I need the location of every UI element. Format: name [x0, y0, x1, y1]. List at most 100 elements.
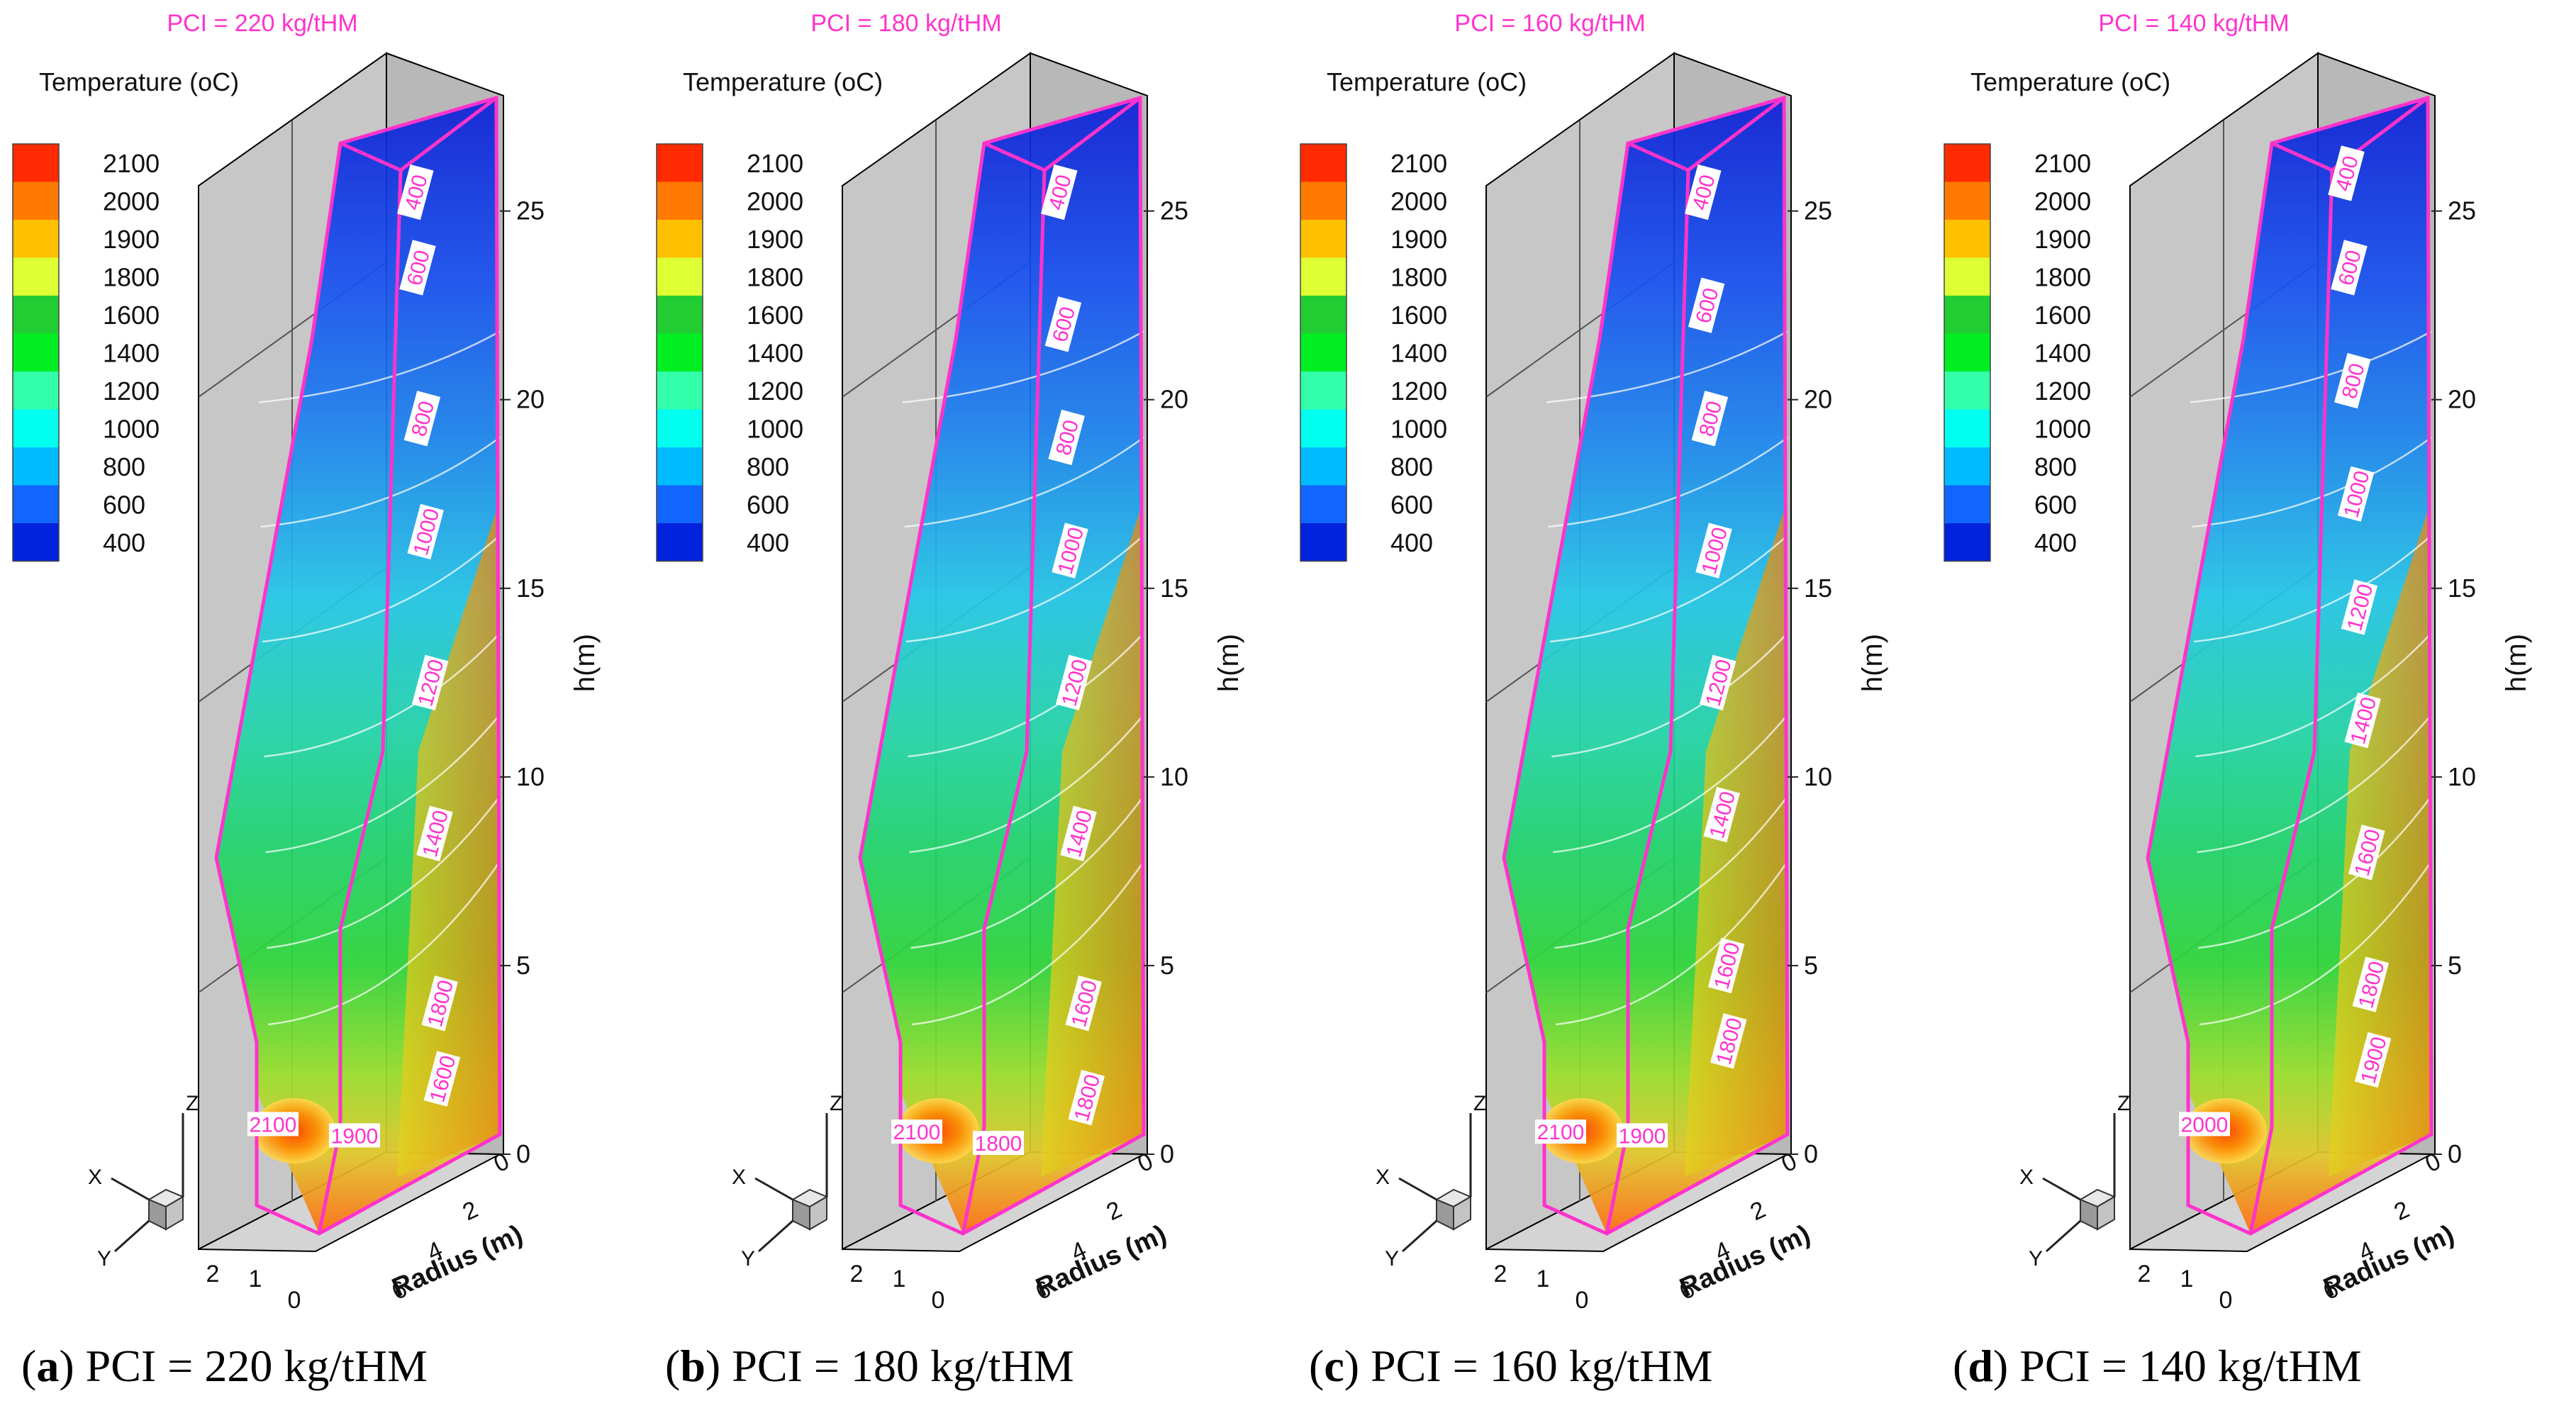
- colorbar-level-label: 400: [2034, 528, 2077, 557]
- contour-label: 1800: [973, 1131, 1024, 1156]
- colorbar-swatch: [1944, 485, 1990, 523]
- z-tick-label: 15: [2448, 574, 2476, 603]
- y-tick-label: 0: [1576, 1287, 1589, 1314]
- contour-label-bg: [329, 1123, 380, 1148]
- colorbar-level-label: 2000: [1390, 187, 1447, 216]
- contour-label-bg: [1710, 1013, 1747, 1069]
- colorbar-swatch: [1944, 296, 1990, 334]
- contour-line: [1548, 436, 1788, 528]
- colorbar-swatch: [1944, 144, 1990, 182]
- triad-label-x: X: [1376, 1166, 1390, 1189]
- y-tick-label: 0: [932, 1287, 945, 1314]
- contour-label-text: 1900: [1619, 1124, 1666, 1148]
- triad-label-x: X: [732, 1166, 746, 1189]
- contour-label-bg: [1535, 1119, 1586, 1144]
- z-tick-label: 15: [1804, 574, 1832, 603]
- colorbar-level-label: 1900: [1390, 225, 1447, 254]
- y-tick-label: 1: [1537, 1266, 1550, 1292]
- z-tick-label: 10: [1160, 762, 1188, 791]
- panel-caption: (b) PCI = 180 kg/tHM: [665, 1341, 1074, 1391]
- z-tick-label: 10: [2448, 762, 2476, 791]
- contour-line: [262, 535, 501, 643]
- contour-line: [2190, 330, 2432, 403]
- colorbar-swatch: [1300, 296, 1346, 334]
- colorbar-level-label: 1000: [2034, 415, 2091, 444]
- triad-label-y: Y: [1385, 1247, 1399, 1270]
- colorbar-swatch: [13, 257, 59, 296]
- triad-axis-x: [1398, 1177, 1437, 1201]
- triad-axis-y: [2045, 1219, 2082, 1253]
- colorbar-level-label: 1900: [2034, 225, 2091, 254]
- colorbar-swatch: [1944, 181, 1990, 220]
- contour-label-bg: [2337, 466, 2375, 522]
- triad-cube-right: [165, 1195, 184, 1231]
- colorbar-level-label: 800: [103, 452, 145, 481]
- contour-label-bg: [1055, 654, 1093, 710]
- y-tick-label: 0: [2219, 1287, 2233, 1314]
- z-axis-label: h(m): [1857, 634, 1888, 692]
- contour-label-bg: [399, 240, 436, 296]
- triad-axis-x: [2042, 1177, 2081, 1201]
- caption-open-paren: (: [1309, 1341, 1324, 1391]
- colorbar-level-label: 1900: [747, 225, 803, 254]
- contour-label: 2100: [891, 1119, 942, 1144]
- colorbar-level-label: 2000: [2034, 187, 2091, 216]
- x-axis-label: Radius (m): [2319, 1219, 2458, 1303]
- contour-label-bg: [416, 805, 453, 861]
- contour-label-bg: [2348, 825, 2385, 881]
- triad-cube-right: [809, 1195, 827, 1231]
- colorbar-title: Temperature (oC): [1327, 67, 1527, 96]
- x-tick-label: 0: [490, 1148, 513, 1178]
- contour-line: [2192, 436, 2432, 528]
- panel-title: PCI = 180 kg/tHM: [810, 10, 1001, 37]
- colorbar-level-label: 600: [1390, 491, 1433, 520]
- colorbar-level-label: 2000: [747, 187, 803, 216]
- contour-line: [911, 861, 1145, 1026]
- colorbar-swatch: [1300, 447, 1346, 486]
- panel-caption: (c) PCI = 160 kg/tHM: [1309, 1341, 1712, 1391]
- caption-letter: a: [36, 1341, 59, 1391]
- contour-label-bg: [2344, 692, 2381, 749]
- furnace-outline-top: [399, 96, 498, 172]
- colorbar-level-label: 1800: [2034, 263, 2091, 292]
- contour-label-bg: [407, 503, 444, 560]
- contour-label-text: 2100: [893, 1121, 941, 1144]
- panel-title: PCI = 160 kg/tHM: [1454, 10, 1645, 37]
- colorbar-level-label: 1600: [747, 301, 803, 330]
- panel-caption: (a) PCI = 220 kg/tHM: [21, 1341, 428, 1391]
- contour-label-bg: [1707, 937, 1745, 994]
- caption-text: ) PCI = 180 kg/tHM: [706, 1341, 1074, 1391]
- contour-label-bg: [1060, 805, 1097, 861]
- colorbar-swatch: [1300, 523, 1346, 562]
- contour-label-bg: [421, 975, 458, 1032]
- contour-label-bg: [1688, 277, 1725, 333]
- triad-cube-right: [2097, 1195, 2115, 1231]
- triad-axis-y: [757, 1219, 794, 1253]
- colorbar-swatch: [1944, 523, 1990, 562]
- colorbar-swatch: [1300, 409, 1346, 447]
- contour-label-bg: [1685, 164, 1722, 220]
- contour-label-bg: [2341, 579, 2378, 635]
- contour-label-bg: [1044, 296, 1082, 352]
- contour-label-bg: [1065, 975, 1102, 1032]
- caption-text: ) PCI = 160 kg/tHM: [1344, 1341, 1713, 1391]
- colorbar-swatch: [657, 409, 703, 447]
- colorbar-level-label: 1400: [1390, 339, 1447, 368]
- colorbar-swatch: [1300, 372, 1346, 410]
- colorbar-title: Temperature (oC): [39, 67, 239, 96]
- contour-line: [2199, 861, 2433, 1026]
- colorbar-level-label: 1000: [1390, 415, 1447, 444]
- colorbar-swatch: [13, 220, 59, 258]
- colorbar-frame: [12, 143, 60, 562]
- contour-line: [2193, 535, 2432, 643]
- contour-label-bg: [1703, 786, 1740, 843]
- furnace-outline-top: [1687, 96, 1785, 172]
- contour-label: 2100: [247, 1112, 299, 1136]
- colorbar-swatch: [657, 447, 703, 486]
- colorbar-frame: [656, 143, 703, 562]
- contour-label-bg: [2179, 1112, 2230, 1136]
- contour-line: [905, 535, 1144, 643]
- z-tick-label: 5: [2448, 951, 2462, 980]
- colorbar-swatch: [1944, 333, 1990, 372]
